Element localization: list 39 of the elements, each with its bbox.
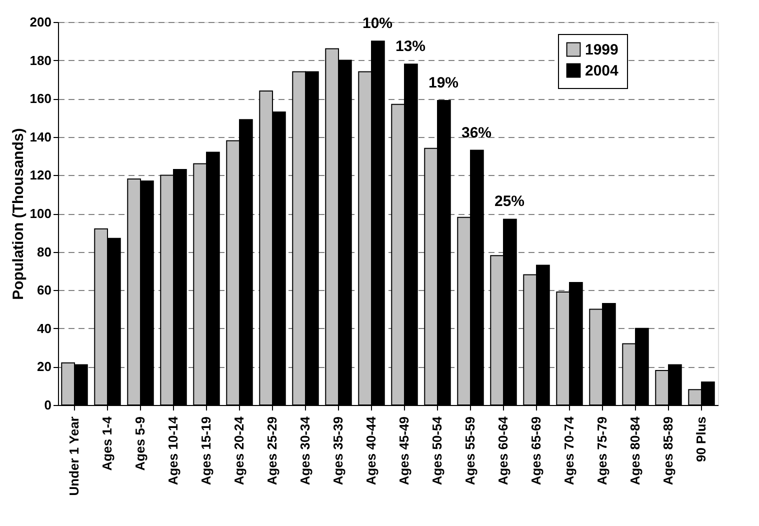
y-tick-label: 100 bbox=[30, 206, 52, 221]
x-tick-label: Ages 35-39 bbox=[330, 416, 346, 486]
annotation: 10% bbox=[362, 15, 393, 32]
x-tick-label: Ages 55-59 bbox=[462, 416, 478, 486]
x-tick-label: Ages 5-9 bbox=[132, 416, 148, 471]
y-tick-label: 140 bbox=[30, 129, 52, 144]
y-tick-label: 60 bbox=[37, 282, 52, 298]
y-tick-label: 160 bbox=[30, 91, 52, 106]
x-tick-label: Ages 80-84 bbox=[628, 416, 642, 486]
y-tick-label: 180 bbox=[30, 52, 52, 68]
annotation: 36% bbox=[461, 124, 492, 142]
x-tick-label: Under 1 Year bbox=[66, 416, 82, 496]
y-tick-label: 40 bbox=[37, 320, 52, 336]
x-tick-label: Ages 50-54 bbox=[430, 416, 444, 486]
y-tick-label: 20 bbox=[37, 359, 52, 374]
y-tick-label: 0 bbox=[44, 398, 52, 412]
y-tick-label: 200 bbox=[30, 14, 52, 30]
x-tick-label: Ages 65-69 bbox=[528, 416, 544, 486]
x-tick-label: Ages 40-44 bbox=[364, 416, 378, 486]
x-tick-label: Ages 75-79 bbox=[594, 416, 610, 486]
legend-label: 2004 bbox=[585, 62, 620, 80]
x-tick-label: Ages 25-29 bbox=[264, 416, 280, 486]
x-tick-label: Ages 15-19 bbox=[198, 416, 214, 486]
x-tick-label: Ages 10-14 bbox=[166, 416, 180, 486]
y-axis-title: Population (Thousands) bbox=[10, 128, 27, 300]
x-tick-label: Ages 85-89 bbox=[660, 416, 676, 486]
x-tick-label: 90 Plus bbox=[694, 416, 708, 462]
annotation: 13% bbox=[395, 38, 426, 56]
x-tick-label: Ages 30-34 bbox=[298, 416, 312, 486]
x-tick-label: Ages 45-49 bbox=[396, 416, 412, 486]
x-tick-label: Ages 1-4 bbox=[100, 416, 114, 471]
y-tick-label: 80 bbox=[37, 244, 52, 260]
y-tick-label: 120 bbox=[30, 168, 52, 183]
x-tick-label: Ages 70-74 bbox=[562, 416, 576, 486]
x-tick-label: Ages 60-64 bbox=[496, 416, 510, 486]
annotation: 25% bbox=[494, 193, 525, 210]
legend-label: 1999 bbox=[585, 42, 618, 58]
x-tick-label: Ages 20-24 bbox=[232, 416, 246, 486]
annotation: 19% bbox=[428, 74, 459, 92]
